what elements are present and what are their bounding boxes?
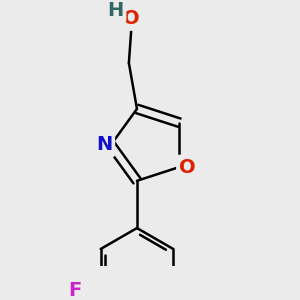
Text: F: F: [68, 281, 82, 300]
Text: O: O: [179, 158, 196, 177]
Text: O: O: [123, 9, 140, 28]
Text: H: H: [107, 1, 124, 20]
Text: N: N: [96, 135, 112, 154]
